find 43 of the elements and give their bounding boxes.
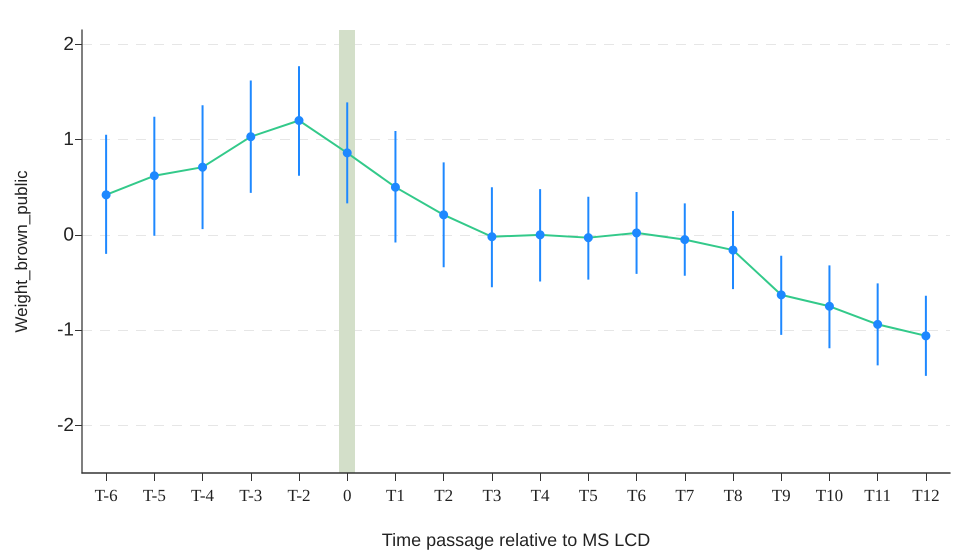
y-axis-title: Weight_brown_public: [12, 170, 31, 333]
point: [536, 230, 545, 240]
x-tick-label: 0: [342, 486, 352, 505]
point: [150, 171, 159, 180]
point: [102, 190, 111, 200]
x-tick-label: T7: [675, 486, 695, 505]
y-tick-label: -2: [57, 414, 74, 436]
point: [487, 232, 496, 242]
point: [294, 116, 304, 126]
x-tick-label: T-5: [142, 486, 166, 505]
x-tick-label: T5: [578, 486, 598, 505]
y-tick-label: 1: [63, 129, 74, 150]
point: [439, 210, 448, 220]
x-tick-label: T6: [627, 486, 646, 505]
x-tick-label: T2: [434, 486, 454, 505]
x-tick-label: T-6: [94, 486, 118, 505]
point: [584, 233, 593, 242]
point: [390, 182, 400, 192]
x-tick-label: T-3: [239, 486, 262, 505]
x-tick-label: T12: [912, 486, 940, 505]
x-tick-label: T11: [864, 486, 892, 505]
point: [776, 290, 786, 300]
y-tick-label: 2: [63, 34, 74, 55]
x-tick-label: T-2: [288, 486, 310, 505]
point: [921, 331, 930, 340]
point: [873, 320, 882, 329]
point: [680, 235, 690, 244]
y-tick-label: 0: [63, 224, 74, 246]
x-tick-label: T9: [772, 486, 791, 505]
x-tick-label: T4: [530, 486, 550, 505]
x-tick-label: T-4: [191, 486, 215, 505]
point: [198, 162, 208, 172]
point: [342, 148, 352, 158]
y-tick-label: -1: [57, 320, 74, 341]
point: [632, 228, 642, 238]
x-tick-label: T1: [386, 486, 405, 505]
point: [824, 302, 834, 311]
point: [246, 132, 256, 142]
x-tick-label: T10: [816, 486, 844, 505]
x-tick-label: T8: [724, 486, 742, 505]
x-axis-title: Time passage relative to MS LCD: [382, 530, 650, 550]
x-tick-label: T3: [482, 486, 502, 505]
point: [728, 246, 738, 255]
